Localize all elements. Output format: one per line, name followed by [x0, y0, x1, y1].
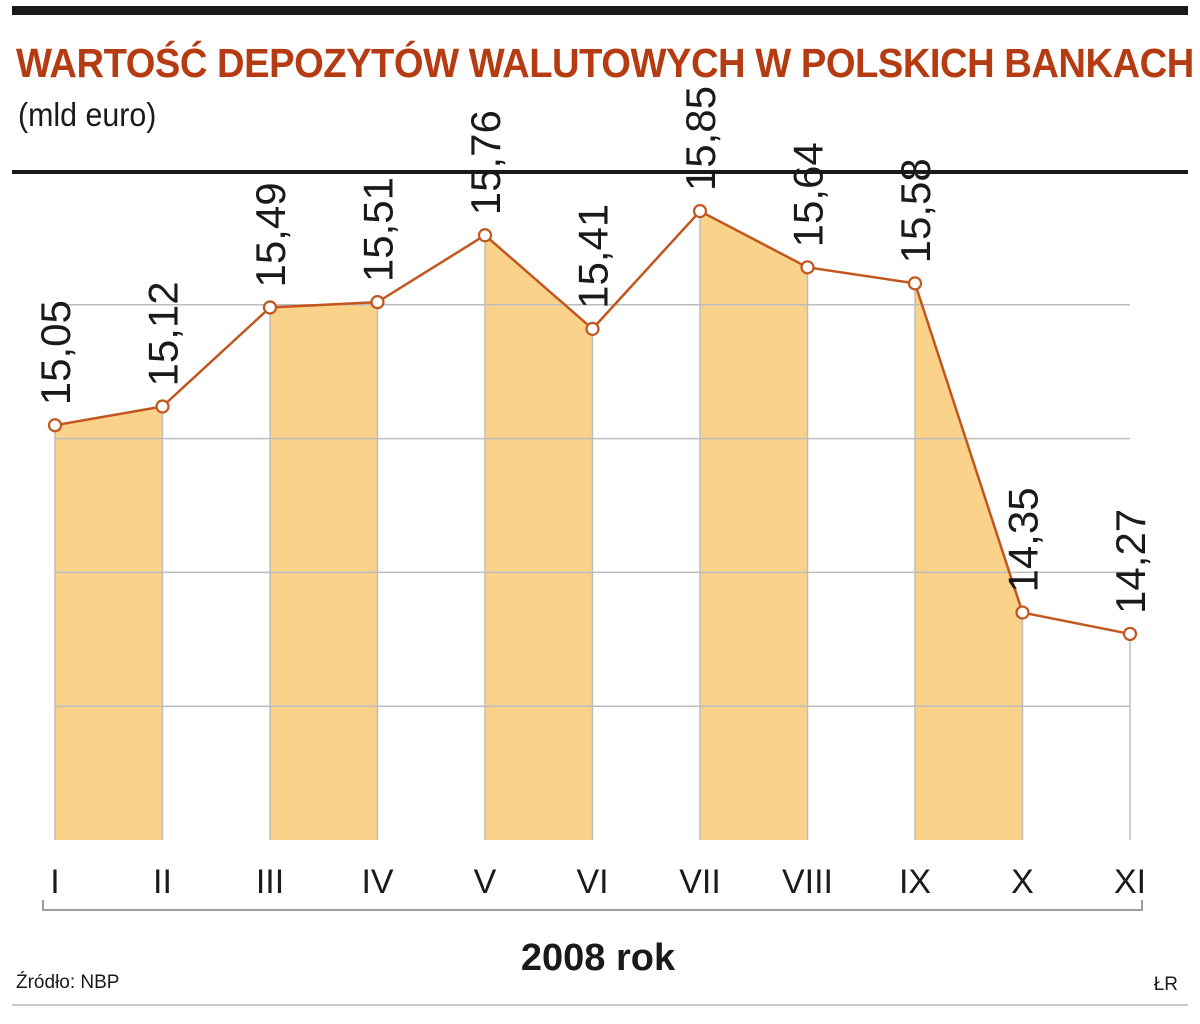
value-label: 15,51	[355, 177, 402, 282]
x-tick-label: X	[1011, 863, 1034, 901]
data-point	[370, 295, 385, 310]
x-tick-label: XI	[1114, 863, 1146, 901]
value-label: 15,76	[462, 110, 509, 215]
fill-segment	[55, 406, 163, 840]
data-point	[692, 204, 708, 219]
data-point	[477, 228, 493, 243]
fill-segment	[700, 211, 808, 840]
value-label: 15,85	[677, 86, 724, 191]
value-labels: 15,05 15,12 15,49 15,51 15,76 15,41 15,85 15,64…	[32, 86, 1154, 614]
x-axis: I II III IV V VI VII VIII IX X XI	[42, 863, 1146, 911]
data-point	[1015, 605, 1030, 620]
x-tick-label: IV	[361, 863, 393, 901]
x-tick-label: VI	[576, 863, 608, 901]
data-point	[907, 276, 923, 291]
data-point	[155, 399, 170, 414]
chart-subtitle: (mld euro)	[18, 96, 157, 133]
author-credit: ŁR	[1153, 974, 1178, 995]
value-label: 15,05	[32, 300, 79, 405]
value-label: 15,12	[140, 281, 187, 386]
axis-bracket	[42, 900, 1143, 911]
value-label: 14,35	[1000, 487, 1047, 592]
x-tick-label: I	[50, 863, 59, 901]
x-tick-label: IX	[899, 863, 931, 901]
fill-segment	[270, 302, 378, 840]
data-point	[47, 418, 63, 433]
gridlines	[54, 211, 1131, 840]
fill-segment	[915, 283, 1023, 841]
value-label: 14,27	[1107, 509, 1154, 614]
x-tick-label: II	[153, 863, 172, 901]
value-label: 15,49	[247, 182, 294, 287]
data-point	[800, 260, 815, 275]
data-series	[47, 204, 1138, 642]
value-label: 15,41	[570, 204, 617, 309]
x-tick-label: VIII	[782, 863, 833, 901]
x-tick-label: III	[256, 863, 284, 901]
header-rule	[12, 170, 1188, 174]
value-label: 15,58	[892, 158, 939, 263]
fill-segment	[485, 235, 593, 840]
data-point	[262, 300, 278, 315]
x-axis-label: 2008 rok	[521, 937, 676, 979]
x-tick-label: V	[474, 863, 497, 901]
x-tick-label: VII	[679, 863, 721, 901]
chart-title: WARTOŚĆ DEPOZYTÓW WALUTOWYCH W POLSKICH …	[16, 40, 1194, 86]
value-label: 15,64	[785, 142, 832, 247]
data-point	[1122, 626, 1138, 642]
bottom-rule	[12, 1004, 1188, 1006]
source-note: Źródło: NBP	[16, 972, 120, 993]
top-rule	[12, 6, 1188, 15]
data-point	[585, 321, 600, 336]
